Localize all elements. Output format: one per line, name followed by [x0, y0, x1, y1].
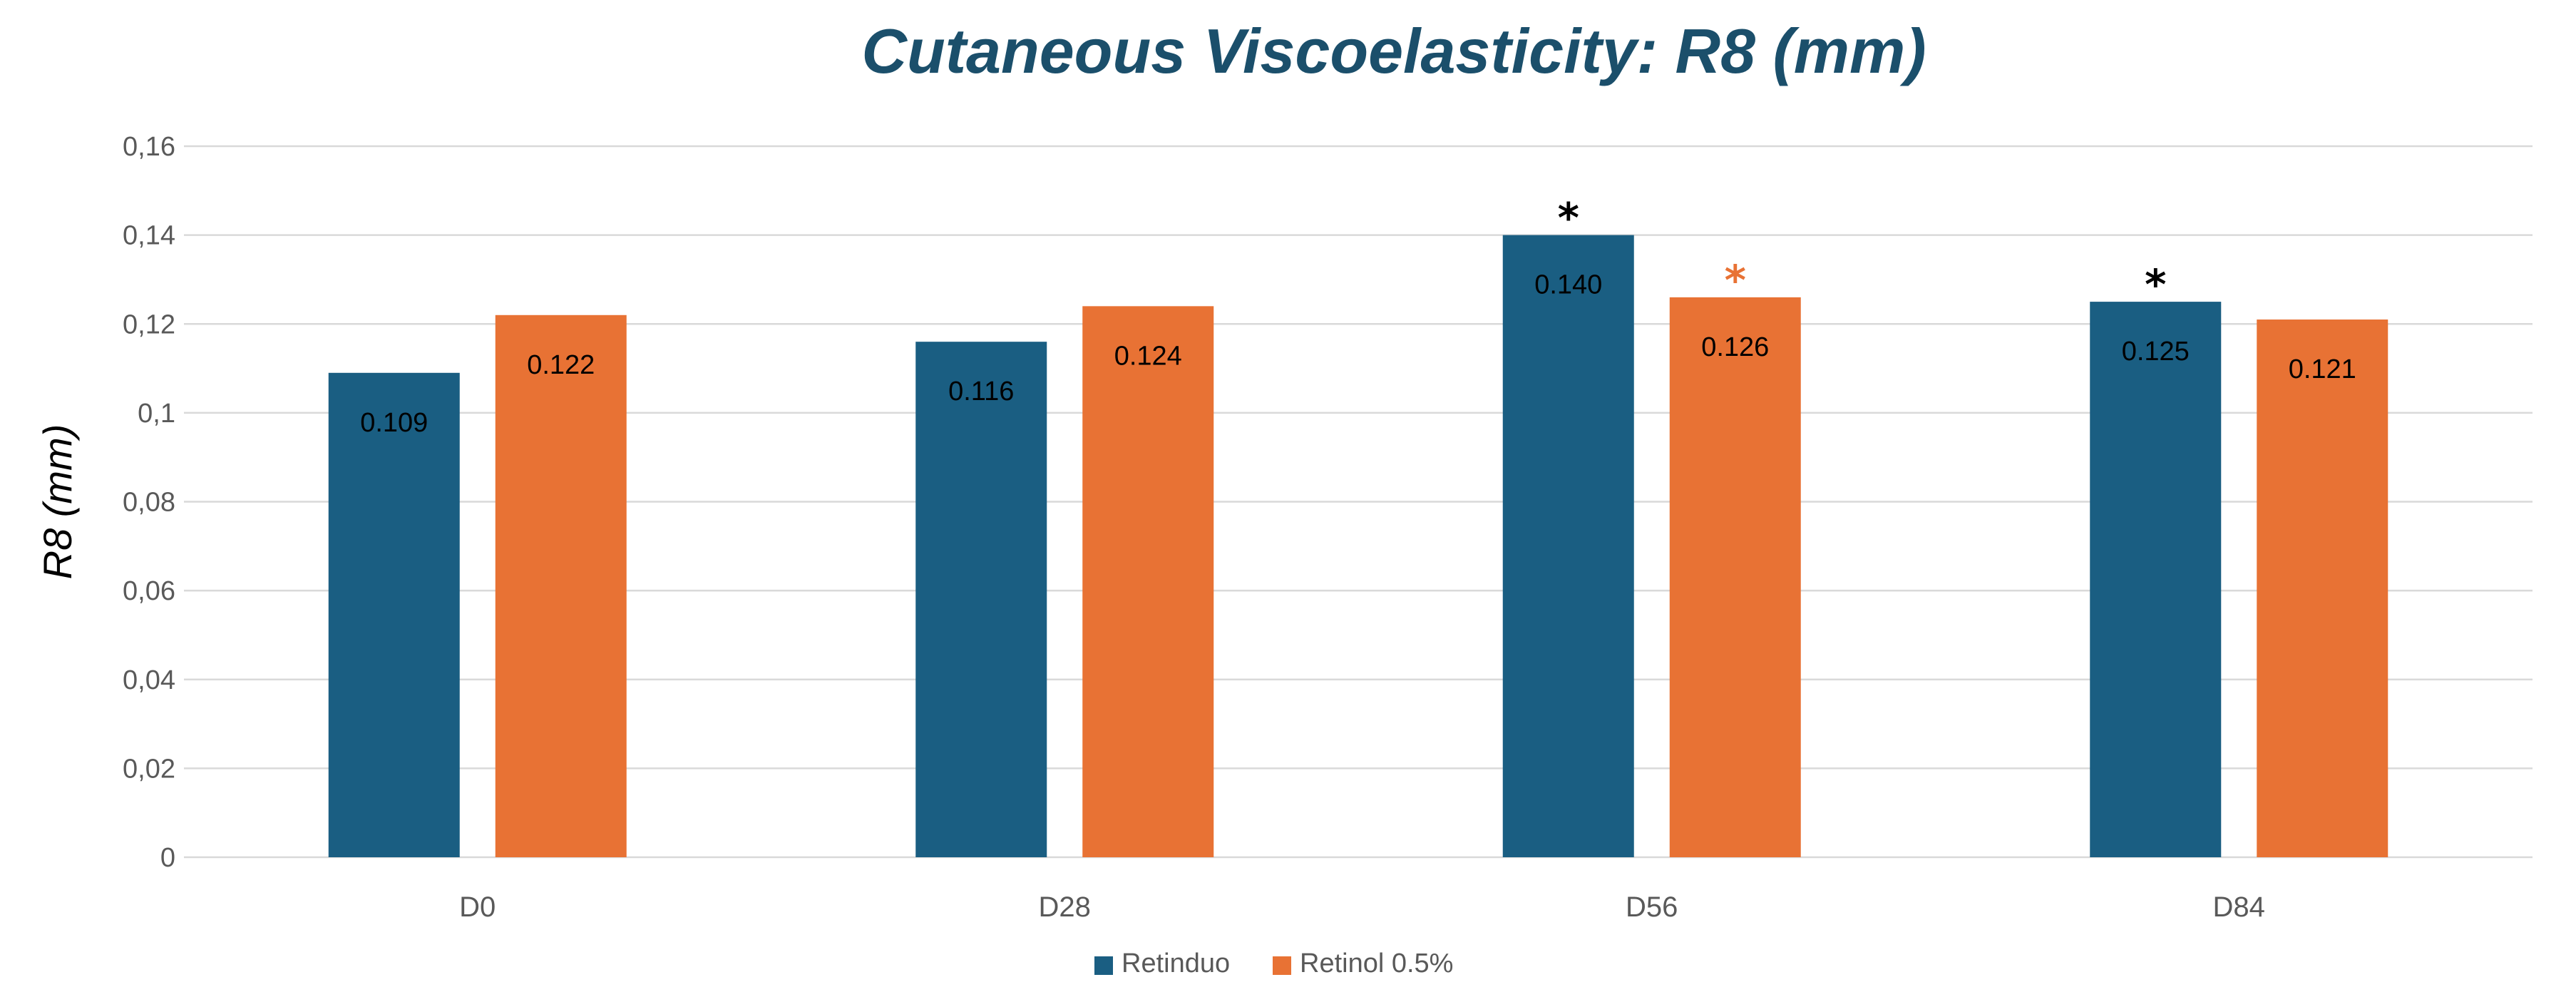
- y-tick-label: 0: [160, 843, 175, 873]
- bar: [495, 315, 627, 858]
- y-tick-label: 0,14: [123, 221, 175, 251]
- legend-label: Retinduo: [1122, 949, 1230, 978]
- data-label: 0.140: [1534, 270, 1602, 300]
- data-label: 0.124: [1114, 341, 1182, 371]
- y-tick-label: 0,12: [123, 310, 175, 339]
- data-label: 0.125: [2122, 337, 2190, 367]
- chart-title: Cutaneous Viscoelasticity: R8 (mm): [861, 16, 1926, 86]
- bar: [1082, 306, 1214, 857]
- x-tick-label: D0: [459, 891, 496, 923]
- y-axis-label: R8 (mm): [35, 424, 80, 580]
- bar: [2257, 320, 2388, 857]
- x-tick-label: D84: [2213, 891, 2265, 923]
- y-tick-label: 0,04: [123, 665, 175, 695]
- legend-swatch: [1273, 956, 1291, 975]
- x-tick-label: D28: [1039, 891, 1091, 923]
- bar: [915, 342, 1047, 857]
- bar: [328, 372, 460, 857]
- y-tick-label: 0,06: [123, 576, 175, 606]
- data-label: 0.116: [948, 377, 1014, 407]
- y-tick-label: 0,16: [123, 132, 175, 162]
- data-label: 0.126: [1701, 332, 1769, 362]
- significance-marker: *: [2145, 260, 2166, 309]
- y-tick-label: 0,02: [123, 754, 175, 784]
- bar: [1502, 235, 1634, 857]
- bar: [1669, 297, 1801, 857]
- significance-marker: *: [1725, 256, 1746, 305]
- y-tick-label: 0,08: [123, 488, 175, 518]
- significance-marker: *: [1558, 194, 1579, 242]
- data-label: 0.109: [360, 408, 428, 438]
- data-label: 0.121: [2289, 354, 2356, 384]
- data-label: 0.122: [527, 350, 595, 380]
- y-tick-label: 0,1: [138, 399, 175, 429]
- bar: [2090, 302, 2222, 857]
- legend-label: Retinol 0.5%: [1300, 949, 1453, 978]
- x-tick-label: D56: [1626, 891, 1678, 923]
- legend-swatch: [1094, 956, 1113, 975]
